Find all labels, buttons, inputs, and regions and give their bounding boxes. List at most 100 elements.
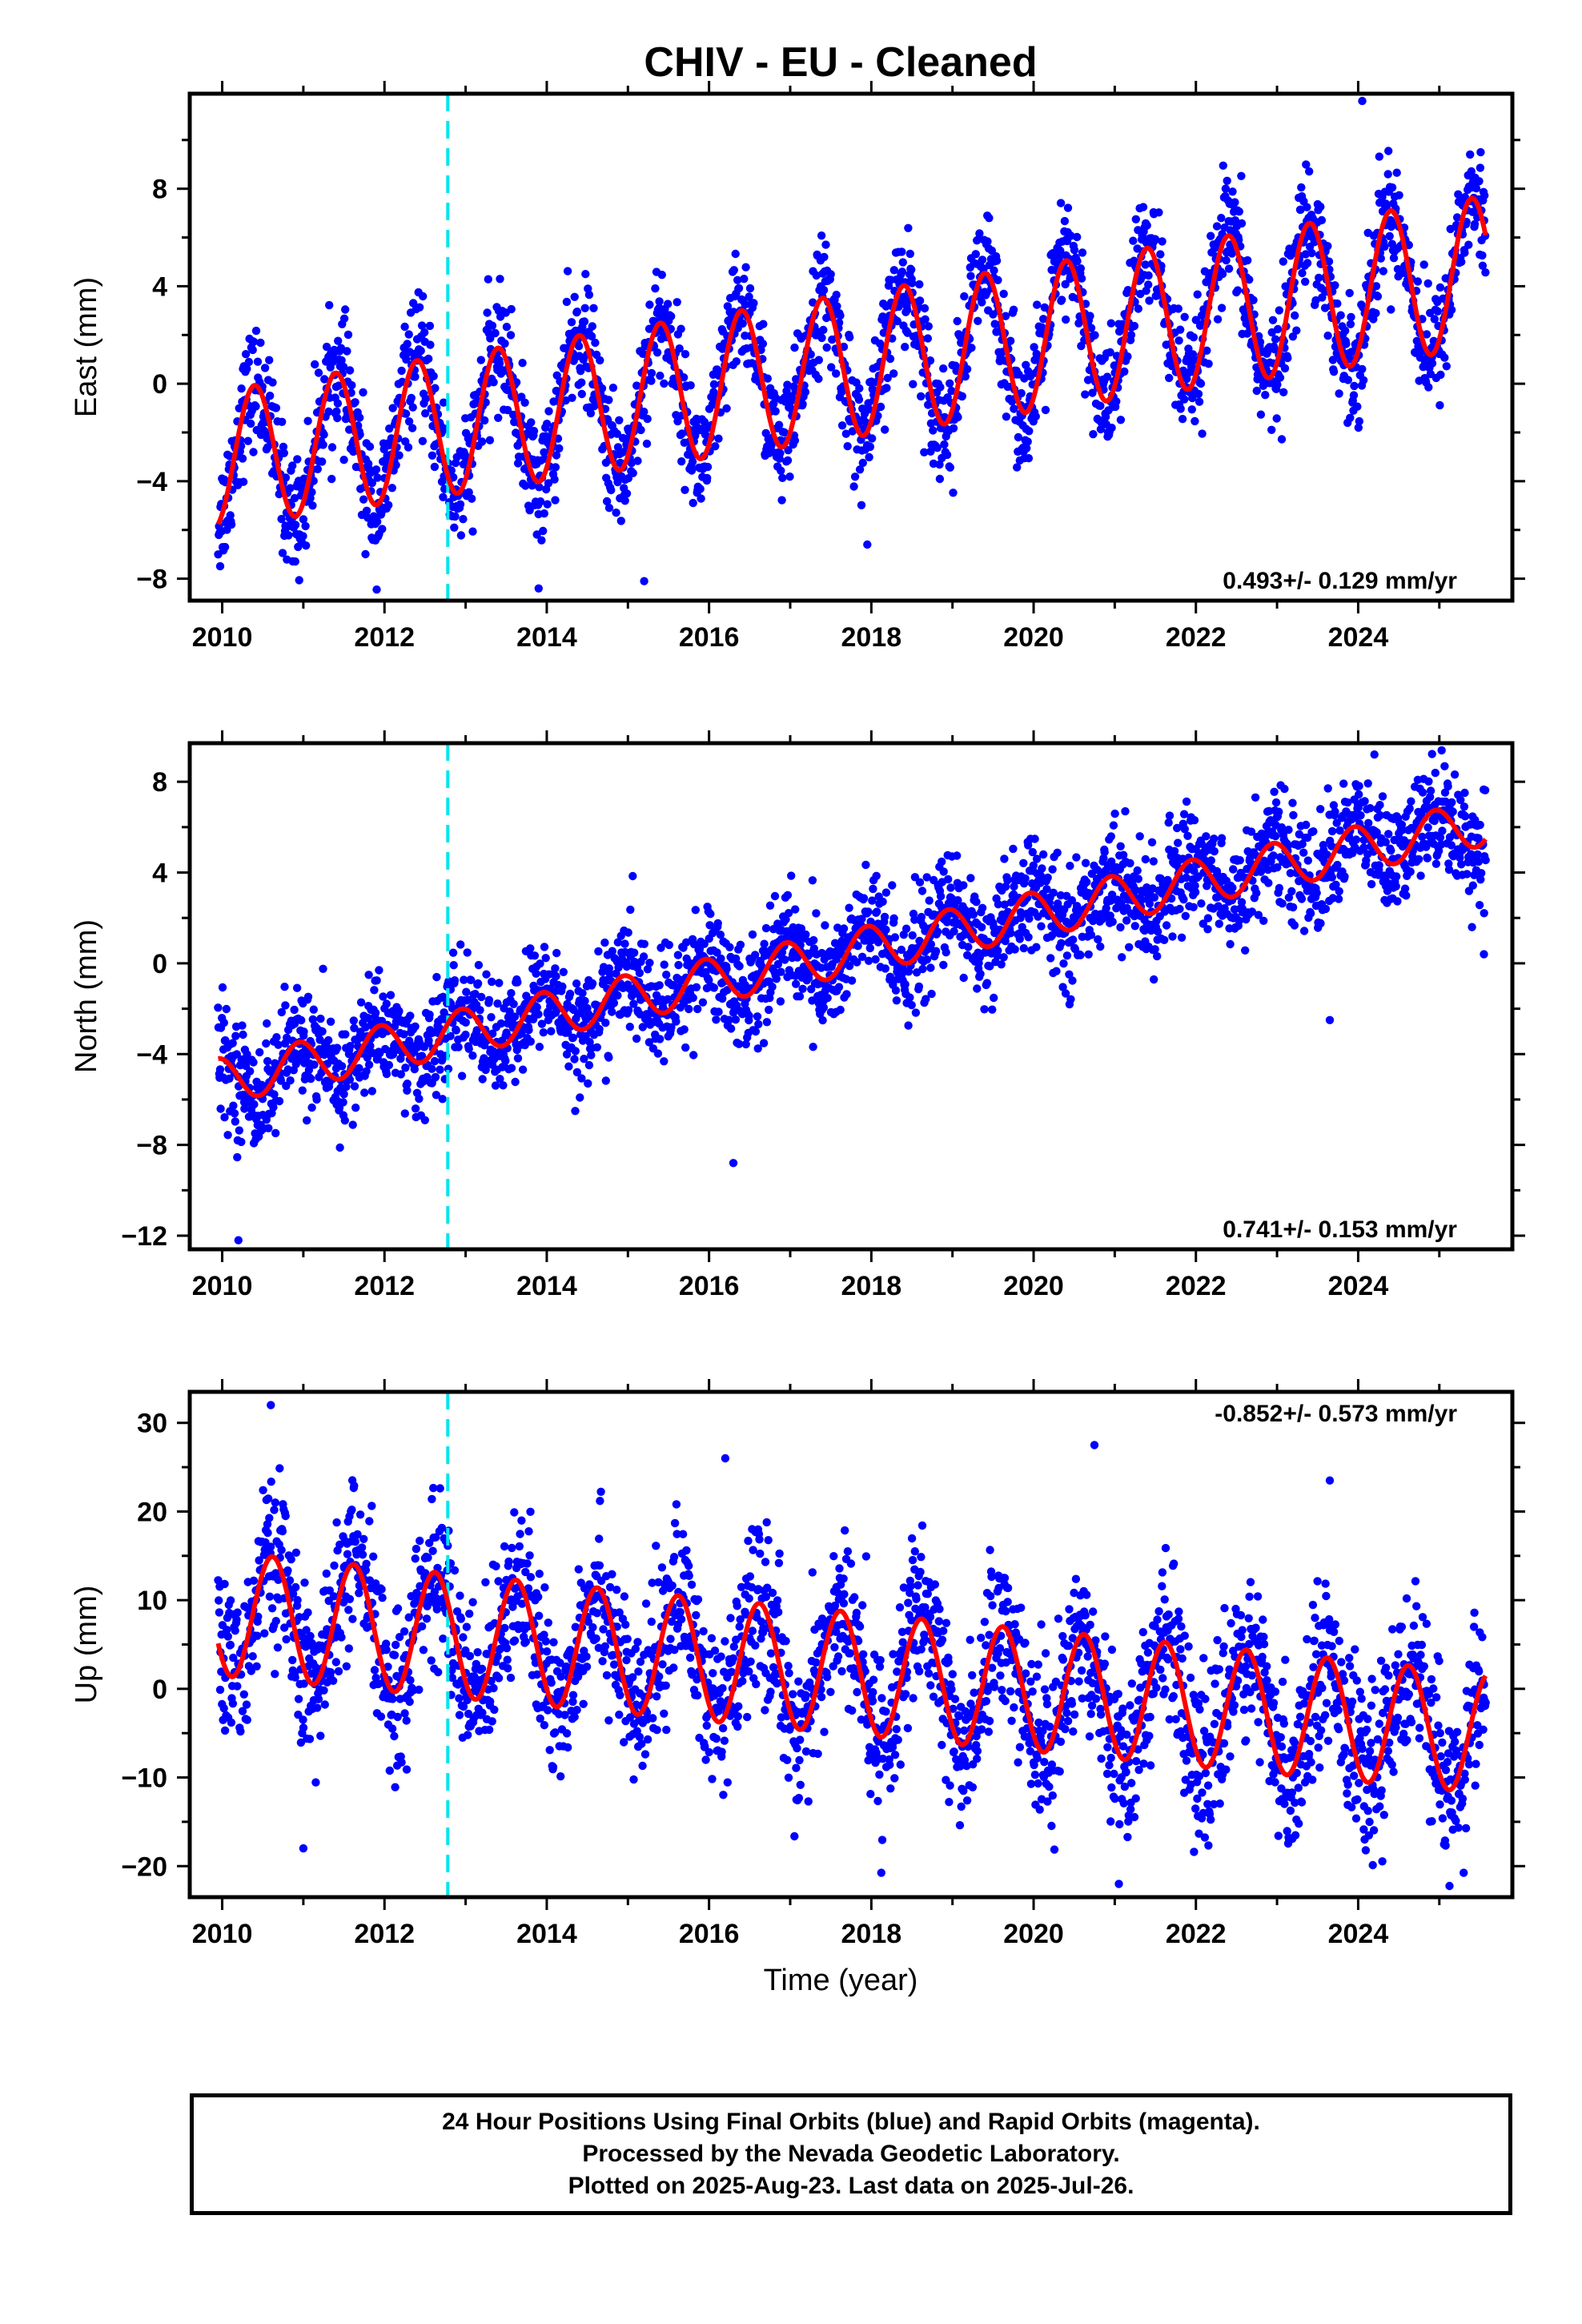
north-point (559, 967, 568, 977)
east-point (271, 404, 281, 412)
east-point (1478, 261, 1488, 270)
east-point (402, 355, 411, 364)
east-point (1063, 203, 1073, 212)
north-point (917, 912, 926, 922)
north-point (1037, 922, 1046, 931)
north-point (609, 999, 619, 1007)
east-point (574, 342, 584, 351)
north-point (581, 1031, 590, 1041)
north-point (214, 1003, 223, 1012)
north-point (911, 1008, 921, 1017)
north-point (570, 1055, 579, 1063)
east-x-tick-label: 2022 (1166, 622, 1227, 653)
north-point (571, 1047, 580, 1055)
east-point (1219, 161, 1228, 170)
north-point (308, 1015, 317, 1024)
north-point (926, 963, 935, 972)
east-point (1116, 416, 1126, 424)
east-point (1256, 410, 1266, 419)
north-point (674, 960, 683, 970)
north-point (761, 923, 771, 933)
north-point (276, 1076, 286, 1085)
north-point (482, 970, 491, 979)
east-point (456, 500, 465, 509)
north-point (997, 960, 1006, 969)
north-point (953, 851, 962, 860)
east-point (391, 460, 400, 469)
east-point (408, 424, 417, 432)
east-point (740, 275, 749, 283)
east-point (341, 305, 350, 314)
east-point (387, 484, 396, 493)
north-point (450, 976, 460, 985)
east-point (827, 363, 836, 372)
north-point (1030, 834, 1039, 843)
north-point (530, 951, 540, 960)
north-point (396, 1070, 405, 1079)
east-point (845, 333, 854, 342)
north-point (868, 896, 877, 905)
east-point (456, 531, 466, 540)
north-point (731, 1015, 741, 1024)
north-point (457, 1072, 467, 1080)
north-point (845, 962, 854, 971)
north-point (277, 1007, 286, 1017)
north-point (1228, 883, 1237, 892)
east-point (1387, 305, 1395, 314)
east-point (949, 424, 958, 432)
north-point (1289, 810, 1298, 820)
north-point (286, 1076, 295, 1085)
north-point (1290, 921, 1299, 930)
east-point (1452, 213, 1462, 222)
north-point (784, 909, 793, 918)
north-point (980, 1005, 989, 1014)
north-point (819, 1003, 829, 1012)
north-point (655, 981, 664, 990)
east-point (361, 549, 370, 559)
east-point (677, 324, 685, 333)
north-point (891, 986, 901, 995)
north-point (626, 905, 635, 915)
north-point (216, 1104, 225, 1113)
north-point (410, 1064, 419, 1074)
north-point (396, 1054, 405, 1063)
north-point (231, 1117, 239, 1126)
north-point (939, 867, 948, 876)
north-point (624, 928, 632, 937)
north-point (1259, 916, 1268, 926)
north-point (1000, 854, 1009, 863)
east-point (286, 484, 295, 493)
north-point (918, 964, 927, 974)
north-point (864, 956, 873, 966)
north-point (449, 961, 458, 970)
east-point (1303, 203, 1311, 211)
east-point (1354, 423, 1363, 432)
east-point (885, 354, 895, 364)
east-point (850, 472, 860, 481)
east-point (1056, 246, 1065, 255)
north-point (1110, 809, 1119, 818)
north-point (461, 1018, 470, 1027)
north-point (632, 1034, 641, 1043)
north-point (474, 960, 484, 970)
north-point (363, 1053, 372, 1063)
east-point (1217, 304, 1227, 312)
north-point (297, 1015, 306, 1025)
east-point (243, 364, 251, 373)
north-point (888, 881, 897, 890)
east-point (503, 405, 512, 415)
north-point (250, 1100, 259, 1109)
north-point (371, 1008, 380, 1018)
east-point (897, 267, 907, 276)
east-point (333, 399, 343, 408)
east-point (508, 410, 518, 420)
north-point (425, 1010, 434, 1019)
east-point (339, 362, 348, 372)
east-point (494, 413, 503, 422)
east-point (1480, 191, 1489, 200)
north-point (1217, 834, 1227, 842)
north-point (488, 977, 496, 987)
east-point (1307, 248, 1316, 258)
north-point (1284, 826, 1293, 834)
east-point (343, 347, 351, 356)
